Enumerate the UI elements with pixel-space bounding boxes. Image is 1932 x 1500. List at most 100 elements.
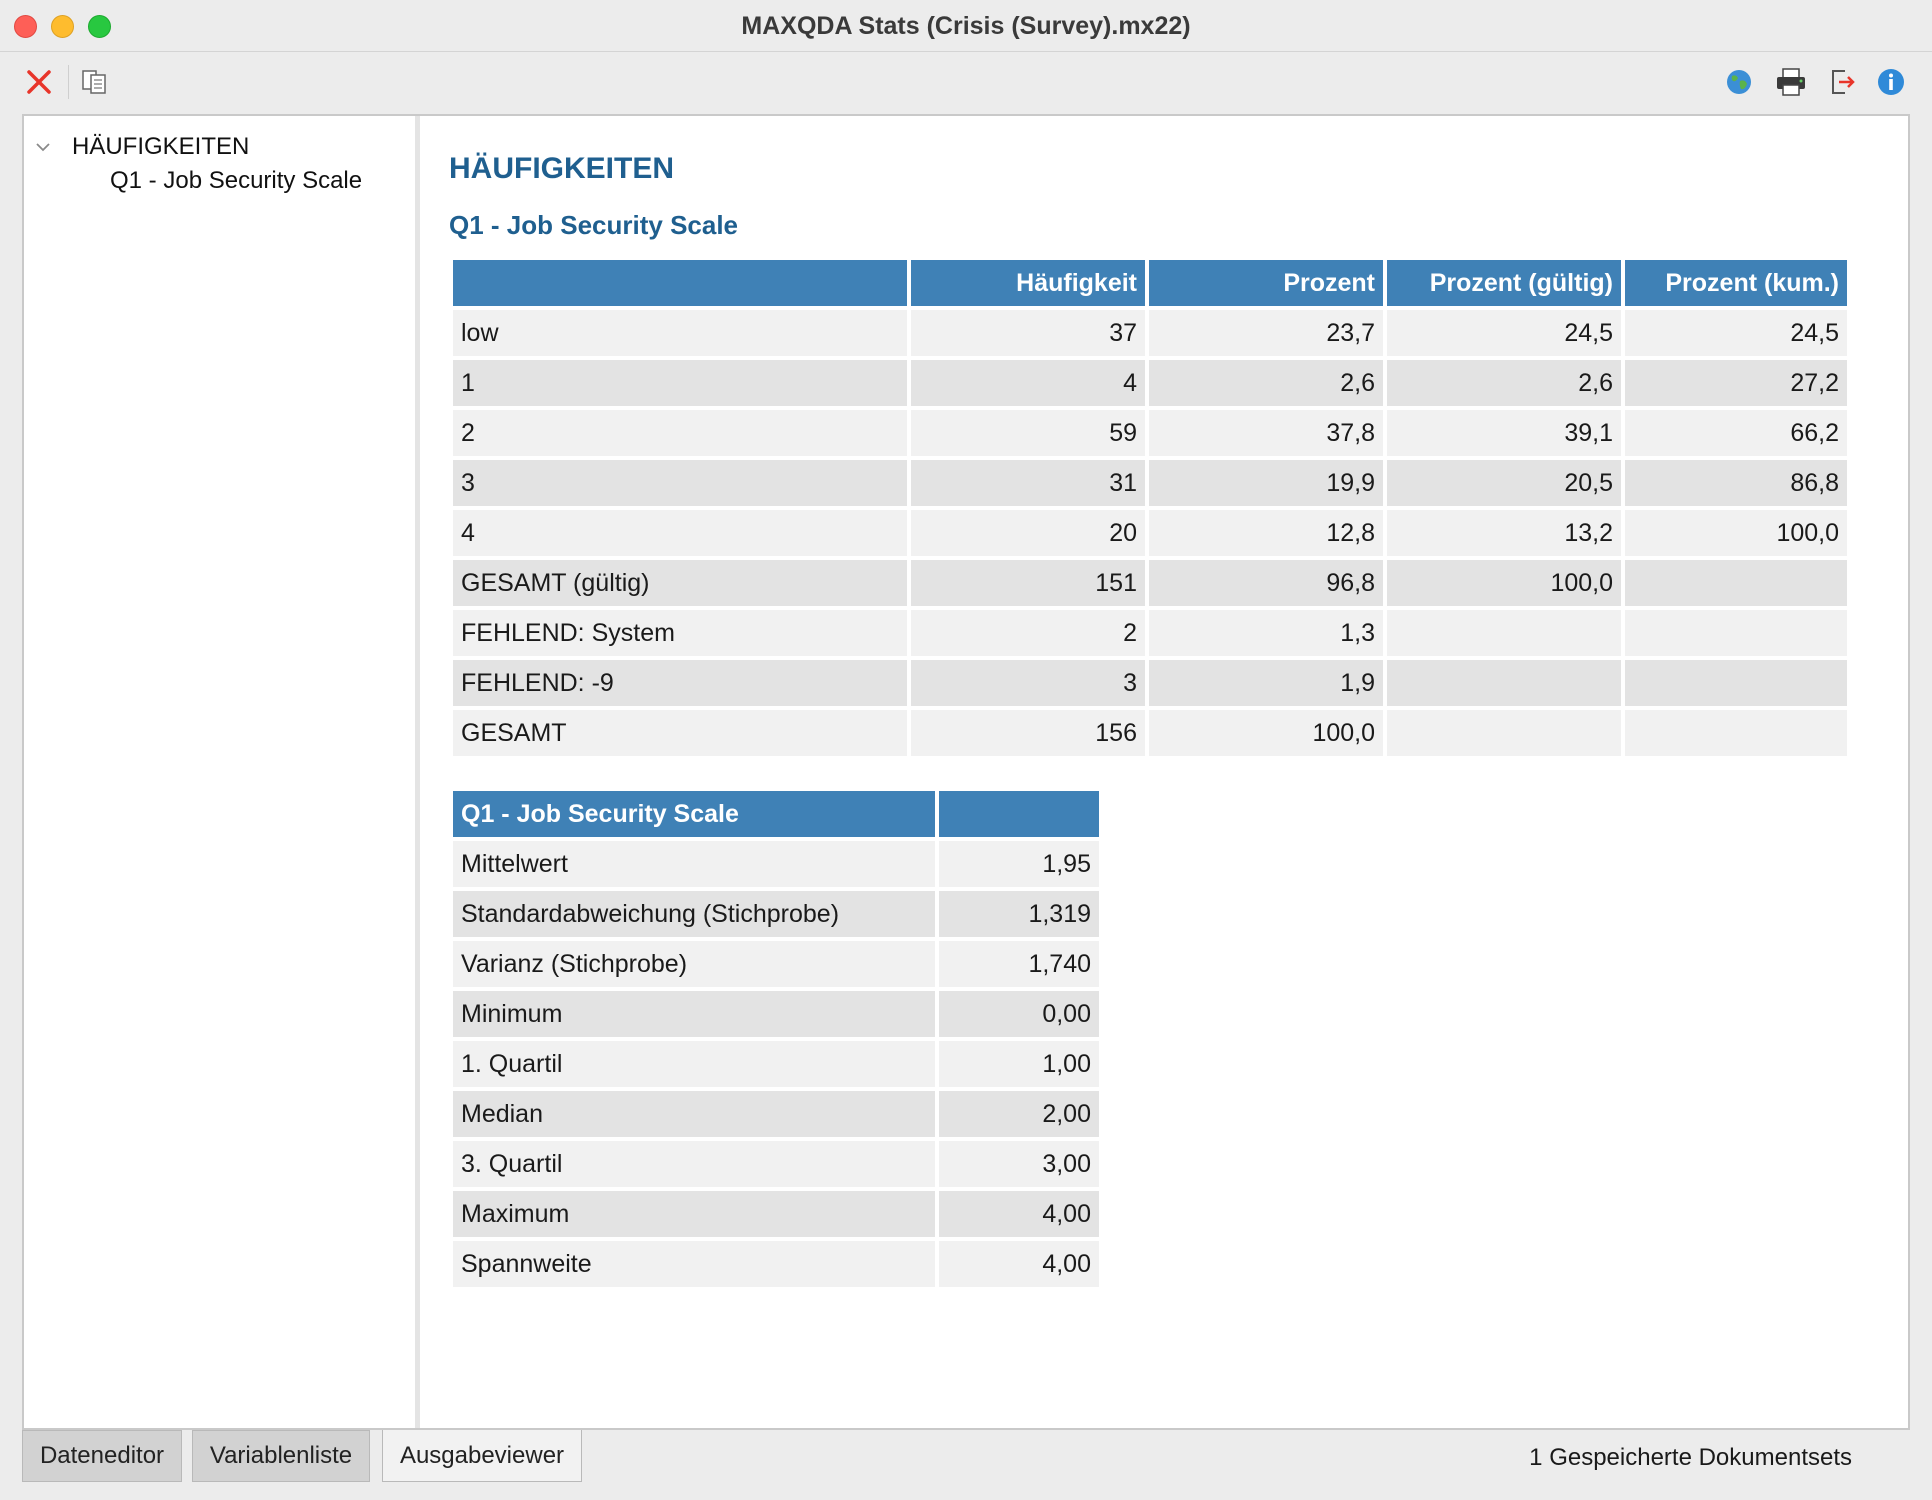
table-row: Maximum 4,00 bbox=[453, 1191, 1099, 1237]
row-label: Standardabweichung (Stichprobe) bbox=[453, 891, 935, 937]
table-cell bbox=[1625, 660, 1847, 706]
tree-item-label: Q1 - Job Security Scale bbox=[110, 167, 363, 194]
table-cell: 66,2 bbox=[1625, 410, 1847, 456]
window-minimize-button[interactable] bbox=[51, 15, 74, 38]
table-cell: 3,00 bbox=[939, 1141, 1099, 1187]
tree-item-q1[interactable]: Q1 - Job Security Scale bbox=[24, 164, 414, 198]
table-row: Median 2,00 bbox=[453, 1091, 1099, 1137]
table-cell: 96,8 bbox=[1149, 560, 1383, 606]
export-button[interactable] bbox=[1821, 61, 1863, 103]
info-button[interactable] bbox=[1870, 61, 1912, 103]
table-cell: 1,3 bbox=[1149, 610, 1383, 656]
table-row: 1. Quartil 1,00 bbox=[453, 1041, 1099, 1087]
table-row: FEHLEND: System 2 1,3 bbox=[453, 610, 1847, 656]
frequency-column-header bbox=[453, 260, 907, 306]
table-cell: 100,0 bbox=[1387, 560, 1621, 606]
statistics-header-row: Q1 - Job Security Scale bbox=[453, 791, 1099, 837]
export-icon bbox=[1832, 70, 1855, 94]
table-cell: 20 bbox=[911, 510, 1145, 556]
row-label: GESAMT bbox=[453, 710, 907, 756]
row-label: Minimum bbox=[453, 991, 935, 1037]
tree-item-haeufigkeiten[interactable]: HÄUFIGKEITEN bbox=[24, 130, 414, 164]
print-button[interactable] bbox=[1770, 61, 1812, 103]
table-cell: 151 bbox=[911, 560, 1145, 606]
table-cell bbox=[1625, 560, 1847, 606]
frequency-column-header: Prozent (kum.) bbox=[1625, 260, 1847, 306]
table-cell: 100,0 bbox=[1149, 710, 1383, 756]
table-row: GESAMT (gültig) 151 96,8 100,0 bbox=[453, 560, 1847, 606]
tree-item-label: HÄUFIGKEITEN bbox=[72, 133, 250, 160]
table-row: 1 4 2,6 2,6 27,2 bbox=[453, 360, 1847, 406]
table-cell: 86,8 bbox=[1625, 460, 1847, 506]
row-label: Varianz (Stichprobe) bbox=[453, 941, 935, 987]
table-cell bbox=[1625, 610, 1847, 656]
info-icon bbox=[1878, 69, 1904, 95]
row-label: GESAMT (gültig) bbox=[453, 560, 907, 606]
row-label: Mittelwert bbox=[453, 841, 935, 887]
copy-button[interactable] bbox=[74, 61, 116, 103]
table-cell: 59 bbox=[911, 410, 1145, 456]
row-label: 4 bbox=[453, 510, 907, 556]
statistics-column-header bbox=[939, 791, 1099, 837]
variable-heading: Q1 - Job Security Scale bbox=[449, 210, 739, 240]
window-close-button[interactable] bbox=[14, 15, 37, 38]
table-cell: 156 bbox=[911, 710, 1145, 756]
row-label: Maximum bbox=[453, 1191, 935, 1237]
web-export-button[interactable] bbox=[1718, 61, 1760, 103]
table-row: GESAMT 156 100,0 bbox=[453, 710, 1847, 756]
table-cell: 12,8 bbox=[1149, 510, 1383, 556]
table-row: 3 31 19,9 20,5 86,8 bbox=[453, 460, 1847, 506]
table-row: FEHLEND: -9 3 1,9 bbox=[453, 660, 1847, 706]
main-frame: HÄUFIGKEITEN Q1 - Job Security Scale HÄU… bbox=[22, 114, 1910, 1430]
table-cell: 24,5 bbox=[1625, 310, 1847, 356]
row-label: 1 bbox=[453, 360, 907, 406]
table-cell: 100,0 bbox=[1625, 510, 1847, 556]
table-cell: 4,00 bbox=[939, 1191, 1099, 1237]
table-cell: 27,2 bbox=[1625, 360, 1847, 406]
globe-icon bbox=[1727, 70, 1751, 94]
table-cell: 23,7 bbox=[1149, 310, 1383, 356]
table-cell bbox=[1387, 610, 1621, 656]
chevron-down-icon[interactable] bbox=[36, 140, 50, 154]
table-cell: 1,95 bbox=[939, 841, 1099, 887]
close-output-button[interactable] bbox=[18, 61, 60, 103]
table-cell: 2,6 bbox=[1387, 360, 1621, 406]
row-label: FEHLEND: -9 bbox=[453, 660, 907, 706]
table-row: Mittelwert 1,95 bbox=[453, 841, 1099, 887]
printer-icon bbox=[1777, 68, 1805, 96]
table-row: Varianz (Stichprobe) 1,740 bbox=[453, 941, 1099, 987]
document-sets-status[interactable]: 1 Gespeicherte Dokumentsets bbox=[1529, 1444, 1852, 1471]
table-cell: 1,740 bbox=[939, 941, 1099, 987]
tab-ausgabeviewer[interactable]: Ausgabeviewer bbox=[382, 1430, 582, 1482]
table-cell: 31 bbox=[911, 460, 1145, 506]
table-cell: 0,00 bbox=[939, 991, 1099, 1037]
row-label: 3. Quartil bbox=[453, 1141, 935, 1187]
table-cell: 2,00 bbox=[939, 1091, 1099, 1137]
toolbar bbox=[0, 53, 1932, 111]
frequency-table: Häufigkeit Prozent Prozent (gültig) Prozent… bbox=[449, 256, 1851, 760]
table-row: Minimum 0,00 bbox=[453, 991, 1099, 1037]
row-label: FEHLEND: System bbox=[453, 610, 907, 656]
row-label: 3 bbox=[453, 460, 907, 506]
table-cell: 39,1 bbox=[1387, 410, 1621, 456]
table-cell bbox=[1387, 660, 1621, 706]
toolbar-separator bbox=[68, 65, 69, 99]
table-cell: 37 bbox=[911, 310, 1145, 356]
table-cell: 3 bbox=[911, 660, 1145, 706]
table-cell: 4 bbox=[911, 360, 1145, 406]
tab-dateneditor[interactable]: Dateneditor bbox=[22, 1430, 182, 1482]
window-title: MAXQDA Stats (Crisis (Survey).mx22) bbox=[741, 12, 1191, 40]
table-cell: 1,9 bbox=[1149, 660, 1383, 706]
table-cell bbox=[1625, 710, 1847, 756]
table-row: 2 59 37,8 39,1 66,2 bbox=[453, 410, 1847, 456]
table-row: 3. Quartil 3,00 bbox=[453, 1141, 1099, 1187]
row-label: low bbox=[453, 310, 907, 356]
tab-variablenliste[interactable]: Variablenliste bbox=[192, 1430, 370, 1482]
row-label: 2 bbox=[453, 410, 907, 456]
table-cell: 20,5 bbox=[1387, 460, 1621, 506]
bottom-bar: Dateneditor Variablenliste Ausgabeviewer… bbox=[0, 1430, 1932, 1500]
copy-document-icon bbox=[82, 70, 106, 94]
table-cell: 19,9 bbox=[1149, 460, 1383, 506]
table-row: Spannweite 4,00 bbox=[453, 1241, 1099, 1287]
window-maximize-button[interactable] bbox=[88, 15, 111, 38]
